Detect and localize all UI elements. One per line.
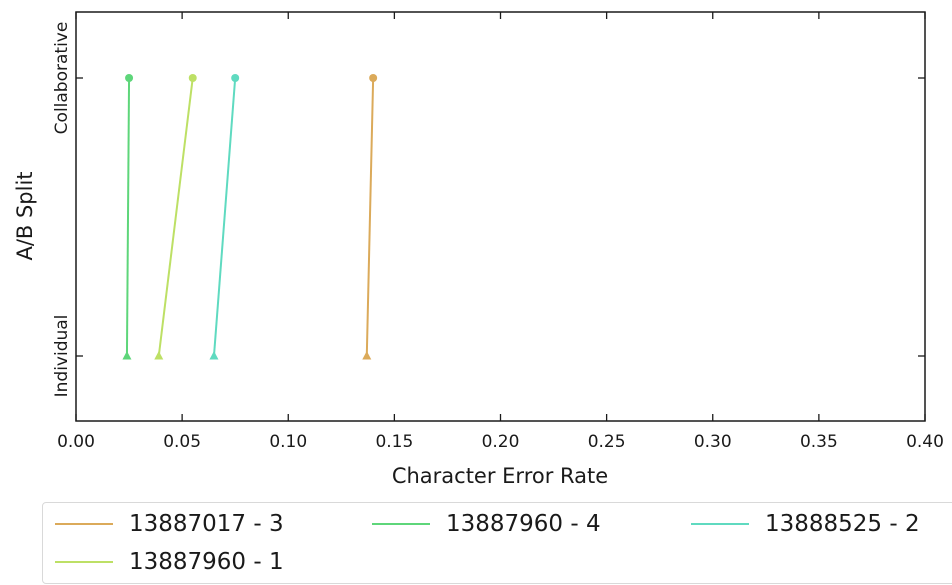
data-point-collaborative [231, 74, 240, 82]
data-point-collaborative [369, 74, 378, 82]
legend: 13887017 - 3 13887960 - 4 13888525 - 2 1388… [42, 502, 952, 584]
legend-item: 13887960 - 4 [372, 509, 601, 539]
x-tick-label: 0.35 [800, 432, 838, 452]
x-tick-label: 0.15 [375, 432, 413, 452]
y-axis-label: A/B Split [13, 171, 37, 260]
x-tick-label: 0.40 [906, 432, 944, 452]
y-tick-label: Individual [52, 315, 72, 398]
legend-swatch [372, 523, 430, 525]
data-point-individual [209, 351, 219, 360]
legend-label: 13887017 - 3 [129, 511, 284, 537]
x-tick-label: 0.20 [482, 432, 520, 452]
series-line [365, 77, 375, 357]
x-axis-label: Character Error Rate [392, 464, 608, 488]
plot-frame [75, 11, 926, 422]
data-point-individual [154, 351, 164, 360]
legend-label: 13888525 - 2 [765, 511, 920, 537]
legend-label: 13887960 - 1 [129, 549, 284, 575]
legend-item: 13887960 - 1 [55, 547, 284, 577]
x-axis-ticks: 0.00 0.05 0.10 0.15 0.20 0.25 0.30 0.35 0.40 [57, 12, 944, 452]
series-line [212, 77, 237, 357]
legend-item: 13888525 - 2 [691, 509, 920, 539]
series-line [157, 77, 194, 357]
legend-label: 13887960 - 4 [446, 511, 601, 537]
legend-swatch [55, 561, 113, 563]
chart-area: 0.00 0.05 0.10 0.15 0.20 0.25 0.30 0.35 0.40 Ind… [13, 11, 944, 488]
legend-item: 13887017 - 3 [55, 509, 284, 539]
data-point-collaborative [125, 74, 134, 82]
series-layer [122, 74, 378, 360]
data-point-individual [122, 351, 132, 360]
x-tick-label: 0.05 [163, 432, 201, 452]
data-point-individual [362, 351, 372, 360]
series-line [125, 77, 131, 357]
x-tick-label: 0.30 [694, 432, 732, 452]
legend-swatch [691, 523, 749, 525]
x-tick-label: 0.25 [588, 432, 626, 452]
x-tick-label: 0.10 [269, 432, 307, 452]
y-axis-ticks: Individual Collaborative [52, 22, 925, 398]
data-point-collaborative [188, 74, 197, 82]
y-tick-label: Collaborative [52, 22, 72, 135]
legend-swatch [55, 523, 113, 525]
x-tick-label: 0.00 [57, 432, 95, 452]
